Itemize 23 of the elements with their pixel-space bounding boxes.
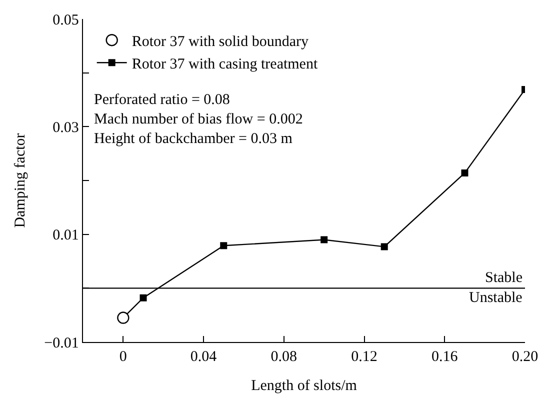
legend-label: Rotor 37 with casing treatment (132, 56, 318, 72)
y-tick-label: 0.05 (52, 12, 79, 28)
y-tick-label: 0.01 (52, 228, 79, 244)
point (461, 169, 468, 176)
annotation: Unstable (469, 290, 523, 306)
point (220, 242, 228, 250)
x-tick-label: 0 (119, 349, 127, 366)
x-tick-label: 0.08 (270, 349, 298, 366)
annotation: Stable (485, 270, 523, 286)
point (140, 294, 147, 302)
x-tick-label: 0.12 (351, 349, 378, 366)
x-axis-title: Length of slots/m (251, 378, 358, 394)
x-tick-label: 0.04 (190, 349, 218, 366)
y-axis-title: Damping factor (12, 133, 28, 228)
annotation: Perforated ratio = 0.08 Mach number of bias flow = 0.002 Height of backchamber = 0.03 m (94, 92, 303, 147)
y-tick-label: −0.01 (44, 335, 79, 352)
x-tick-label: 0.20 (512, 349, 538, 366)
x-tick-label: 0.16 (432, 349, 458, 366)
y-tick-label: 0.03 (52, 120, 79, 136)
point (117, 312, 130, 324)
point (380, 243, 388, 250)
legend-label: Rotor 37 with solid boundary (132, 34, 309, 50)
point (320, 236, 328, 244)
